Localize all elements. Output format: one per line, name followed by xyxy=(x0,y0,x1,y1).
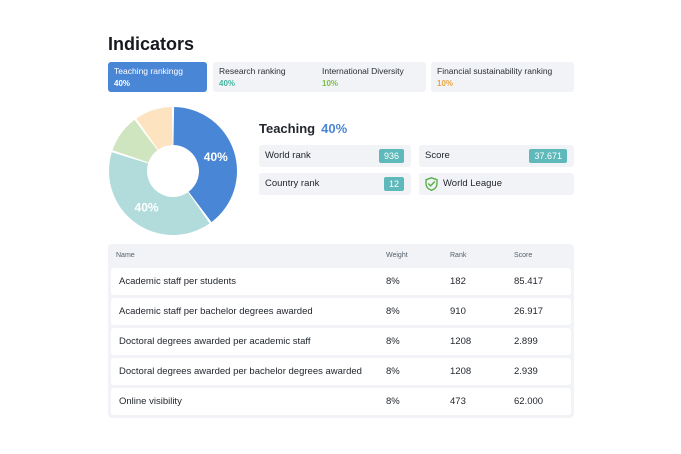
detail-heading-label: Teaching xyxy=(259,121,316,136)
donut-segment-financial-sustainability[interactable] xyxy=(136,107,173,150)
table-row[interactable]: Academic staff per bachelor degrees awar… xyxy=(111,298,571,325)
cell-weight: 8% xyxy=(386,396,400,407)
cell-rank: 1208 xyxy=(450,336,472,347)
cell-name: Academic staff per students xyxy=(119,276,237,287)
cell-name: Online visibility xyxy=(119,396,182,407)
world-league-card[interactable]: World League xyxy=(419,173,574,195)
cell-score: 2.939 xyxy=(514,366,538,377)
cell-score: 62.000 xyxy=(514,396,544,407)
ranking-donut-chart: 40% 40% xyxy=(109,107,237,235)
column-header-name: Name xyxy=(116,252,135,259)
indicators-table: Name Weight Rank Score Academic staff pe… xyxy=(108,244,574,418)
cell-weight: 8% xyxy=(386,366,400,377)
tab-label: International Diversity xyxy=(322,66,404,76)
table-row[interactable]: Online visibility 8% 473 62.000 xyxy=(111,388,571,415)
tab-label: Financial sustainability ranking xyxy=(437,66,553,76)
country-rank-card: Country rank 12 xyxy=(259,173,411,195)
donut-label: 40% xyxy=(135,200,159,214)
cell-name: Doctoral degrees awarded per bachelor de… xyxy=(119,366,362,377)
score-label: Score xyxy=(425,150,450,161)
donut-segment-international-diversity[interactable] xyxy=(112,119,158,163)
cell-rank: 473 xyxy=(450,396,466,407)
detail-heading-value: 40% xyxy=(321,121,348,136)
donut-label: 40% xyxy=(204,150,228,164)
tab-financial-sustainability[interactable]: Financial sustainability ranking 10% xyxy=(431,62,574,92)
cell-score: 85.417 xyxy=(514,276,544,287)
table-row[interactable]: Doctoral degrees awarded per academic st… xyxy=(111,328,571,355)
cell-rank: 1208 xyxy=(450,366,472,377)
world-rank-card: World rank 936 xyxy=(259,145,411,167)
tab-value: 40% xyxy=(219,79,236,88)
cell-name: Doctoral degrees awarded per academic st… xyxy=(119,336,311,347)
donut-segment-research[interactable] xyxy=(109,152,210,235)
tab-teaching-ranking[interactable]: Teaching rankingg 40% xyxy=(108,62,207,92)
cell-rank: 182 xyxy=(450,276,466,287)
tab-label: Teaching rankingg xyxy=(114,66,183,76)
table-row[interactable]: Doctoral degrees awarded per bachelor de… xyxy=(111,358,571,385)
tab-value: 40% xyxy=(114,79,131,88)
country-rank-label: Country rank xyxy=(265,178,320,189)
indicator-tabs: Teaching rankingg 40% Research ranking 4… xyxy=(108,62,574,92)
tab-value: 10% xyxy=(322,79,339,88)
column-header-weight: Weight xyxy=(386,252,408,259)
country-rank-badge: 12 xyxy=(383,177,404,191)
table-row[interactable]: Academic staff per students 8% 182 85.41… xyxy=(111,268,571,295)
cell-weight: 8% xyxy=(386,306,400,317)
column-header-score: Score xyxy=(514,252,533,259)
cell-weight: 8% xyxy=(386,336,400,347)
shield-icon xyxy=(425,177,438,191)
cell-rank: 910 xyxy=(450,306,466,317)
detail-heading: Teaching 40% xyxy=(259,121,347,136)
column-header-rank: Rank xyxy=(450,252,467,259)
donut-segment-teaching[interactable] xyxy=(173,107,237,223)
cell-weight: 8% xyxy=(386,276,400,287)
world-league-label: World League xyxy=(443,178,502,189)
cell-score: 26.917 xyxy=(514,306,544,317)
score-card: Score 37.671 xyxy=(419,145,574,167)
score-badge: 37.671 xyxy=(529,149,567,163)
page-title: Indicators xyxy=(108,34,195,54)
tab-label: Research ranking xyxy=(219,66,286,76)
tab-international-diversity[interactable]: International Diversity 10% xyxy=(316,62,426,92)
cell-name: Academic staff per bachelor degrees awar… xyxy=(119,306,313,317)
cell-score: 2.899 xyxy=(514,336,538,347)
world-rank-label: World rank xyxy=(265,150,311,161)
tab-value: 10% xyxy=(437,79,454,88)
world-rank-badge: 936 xyxy=(378,149,404,163)
